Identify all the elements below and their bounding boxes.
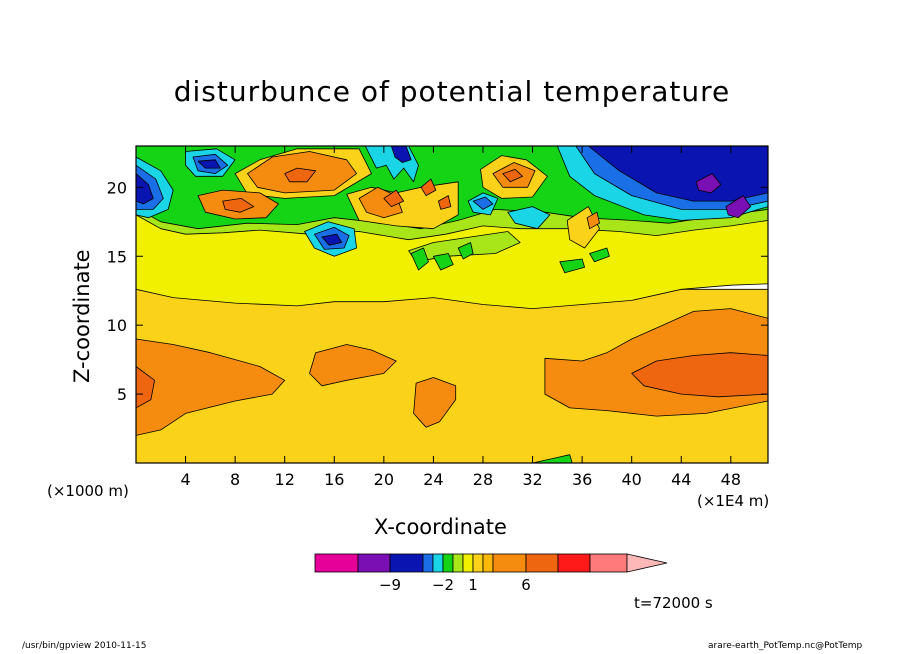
contour-region-8 xyxy=(631,352,768,398)
colorbar-swatch xyxy=(314,553,359,573)
plot-frame xyxy=(135,145,769,464)
colorbar-swatch xyxy=(557,553,591,573)
colorbar-swatch xyxy=(492,553,527,573)
x-tick-label: 44 xyxy=(671,470,691,489)
contour-region-44 xyxy=(437,195,452,210)
contour-region-27 xyxy=(507,206,551,230)
contour-region-34 xyxy=(136,173,154,205)
y-tick-label: 5 xyxy=(117,385,127,404)
contour-region-21 xyxy=(222,197,255,213)
contour-region-49 xyxy=(589,247,610,263)
contour-region-3 xyxy=(136,338,286,436)
contour-region-42 xyxy=(383,189,405,208)
contour-region-38 xyxy=(695,173,722,194)
contour-region-46 xyxy=(432,253,454,271)
colorbar-swatch xyxy=(389,553,424,573)
contour-region-32 xyxy=(472,196,494,210)
colorbar-swatch xyxy=(525,553,559,573)
contour-region-39 xyxy=(725,195,752,219)
x-tick-label: 40 xyxy=(622,470,642,489)
contour-region-20 xyxy=(284,167,317,183)
contour-region-41 xyxy=(390,146,412,163)
contour-region-35 xyxy=(197,159,221,169)
y-tick-label: 10 xyxy=(107,316,127,335)
x-tick-label: 32 xyxy=(522,470,542,489)
x-tick-label: 28 xyxy=(473,470,493,489)
contour-regions xyxy=(136,146,768,463)
x-unit-left: (×1000 m) xyxy=(47,482,129,500)
y-tick-label: 20 xyxy=(107,178,127,197)
x-tick-label: 24 xyxy=(423,470,443,489)
colorbar-tick-label: 1 xyxy=(468,576,478,594)
footer-program-info: /usr/bin/gpview 2010-11-15 xyxy=(22,641,147,651)
contour-region-45 xyxy=(410,247,429,271)
colorbar-tick-label: −2 xyxy=(432,576,454,594)
x-tick-label: 4 xyxy=(180,470,190,489)
colorbar-swatch xyxy=(589,553,628,573)
y-axis-label: Z-coordinate xyxy=(70,249,94,383)
contour-region-50 xyxy=(532,454,573,463)
contour-region-48 xyxy=(559,258,585,274)
x-tick-label: 48 xyxy=(721,470,741,489)
colorbar-swatch xyxy=(452,553,464,573)
x-unit-right: (×1E4 m) xyxy=(697,492,770,510)
colorbar-swatch xyxy=(357,553,391,573)
contour-region-36 xyxy=(321,233,343,246)
time-label: t=72000 s xyxy=(634,594,713,612)
y-tick-label: 15 xyxy=(107,247,127,266)
contour-region-47 xyxy=(457,242,474,260)
chart-title: disturbunce of potential temperature xyxy=(173,75,731,108)
contour-region-51 xyxy=(586,211,600,230)
contour-region-43 xyxy=(420,178,437,197)
contour-region-4 xyxy=(309,344,397,387)
colorbar-tick-label: 6 xyxy=(521,576,531,594)
contour-region-0 xyxy=(136,288,768,463)
x-tick-label: 12 xyxy=(275,470,295,489)
colorbar-swatch xyxy=(482,553,494,573)
colorbar-swatch xyxy=(422,553,434,573)
colorbar-swatch xyxy=(432,553,444,573)
y-axis-ticks: 5 10 15 20 xyxy=(107,178,768,404)
colorbar-swatch xyxy=(462,553,474,573)
colorbar-arrow xyxy=(626,553,668,573)
contour-region-5 xyxy=(413,377,457,428)
x-axis-label: X-coordinate xyxy=(374,515,507,539)
colorbar-swatch xyxy=(442,553,454,573)
contour-region-37 xyxy=(587,146,768,202)
contour-region-7 xyxy=(136,366,156,409)
colorbar-swatch xyxy=(472,553,484,573)
contour-region-22 xyxy=(502,168,523,183)
x-tick-label: 20 xyxy=(374,470,394,489)
x-tick-label: 16 xyxy=(324,470,344,489)
colorbar: −9 −2 1 6 xyxy=(314,553,668,594)
colorbar-tick-label: −9 xyxy=(379,576,401,594)
x-tick-label: 8 xyxy=(230,470,240,489)
footer-file-info: arare-earth_PotTemp.nc@PotTemp xyxy=(708,641,863,651)
x-tick-label: 36 xyxy=(572,470,592,489)
x-axis-ticks: 4 8 12 16 20 24 28 32 36 40 44 48 xyxy=(180,146,741,489)
